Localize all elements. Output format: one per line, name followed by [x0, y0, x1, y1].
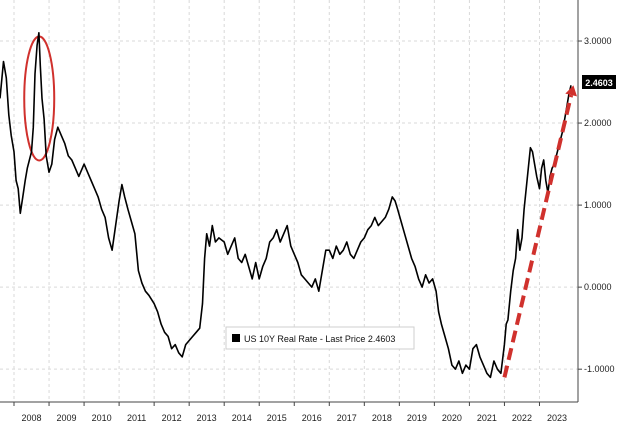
x-tick-label: 2017 [337, 413, 357, 423]
x-tick-label: 2012 [162, 413, 182, 423]
last-price-box [582, 75, 616, 89]
x-tick-label: 2023 [547, 413, 567, 423]
y-tick-label: 3.0000 [584, 36, 612, 46]
y-tick-label: 0.0000 [584, 282, 612, 292]
x-tick-label: 2010 [92, 413, 112, 423]
y-tick-label: 2.0000 [584, 118, 612, 128]
series-line-us-10y-real-rate [0, 31, 572, 379]
x-tick-label: 2016 [302, 413, 322, 423]
legend-label: US 10Y Real Rate - Last Price 2.4603 [244, 334, 395, 344]
trend-arrow-shaft [502, 94, 574, 378]
x-tick-label: 2013 [197, 413, 217, 423]
x-tick-label: 2008 [22, 413, 42, 423]
x-tick-label: 2022 [512, 413, 532, 423]
axes [0, 0, 582, 406]
x-tick-label: 2009 [57, 413, 77, 423]
legend-swatch [232, 334, 240, 342]
x-tick-label: 2011 [127, 413, 146, 423]
last-price-label: 2.4603 [585, 78, 613, 88]
x-tick-label: 2020 [442, 413, 462, 423]
x-tick-label: 2021 [477, 413, 497, 423]
x-tick-label: 2015 [267, 413, 287, 423]
x-tick-label: 2018 [372, 413, 392, 423]
trend-arrow-layer [502, 85, 577, 378]
x-tick-label: 2014 [232, 413, 252, 423]
grid-lines [0, 0, 578, 402]
series-layer [0, 31, 572, 379]
label-layer: 2008 2009 2010 2011 2012 2013 2014 2015 2016 2017… [22, 36, 615, 423]
y-tick-label: -1.0000 [584, 364, 615, 374]
legend: US 10Y Real Rate - Last Price 2.4603 [225, 326, 415, 350]
last-price-badge: 2.4603 [582, 75, 616, 89]
trend-arrow-head [565, 85, 577, 97]
y-tick-label: 1.0000 [584, 200, 612, 210]
legend-box [225, 326, 415, 350]
x-tick-label: 2019 [407, 413, 427, 423]
